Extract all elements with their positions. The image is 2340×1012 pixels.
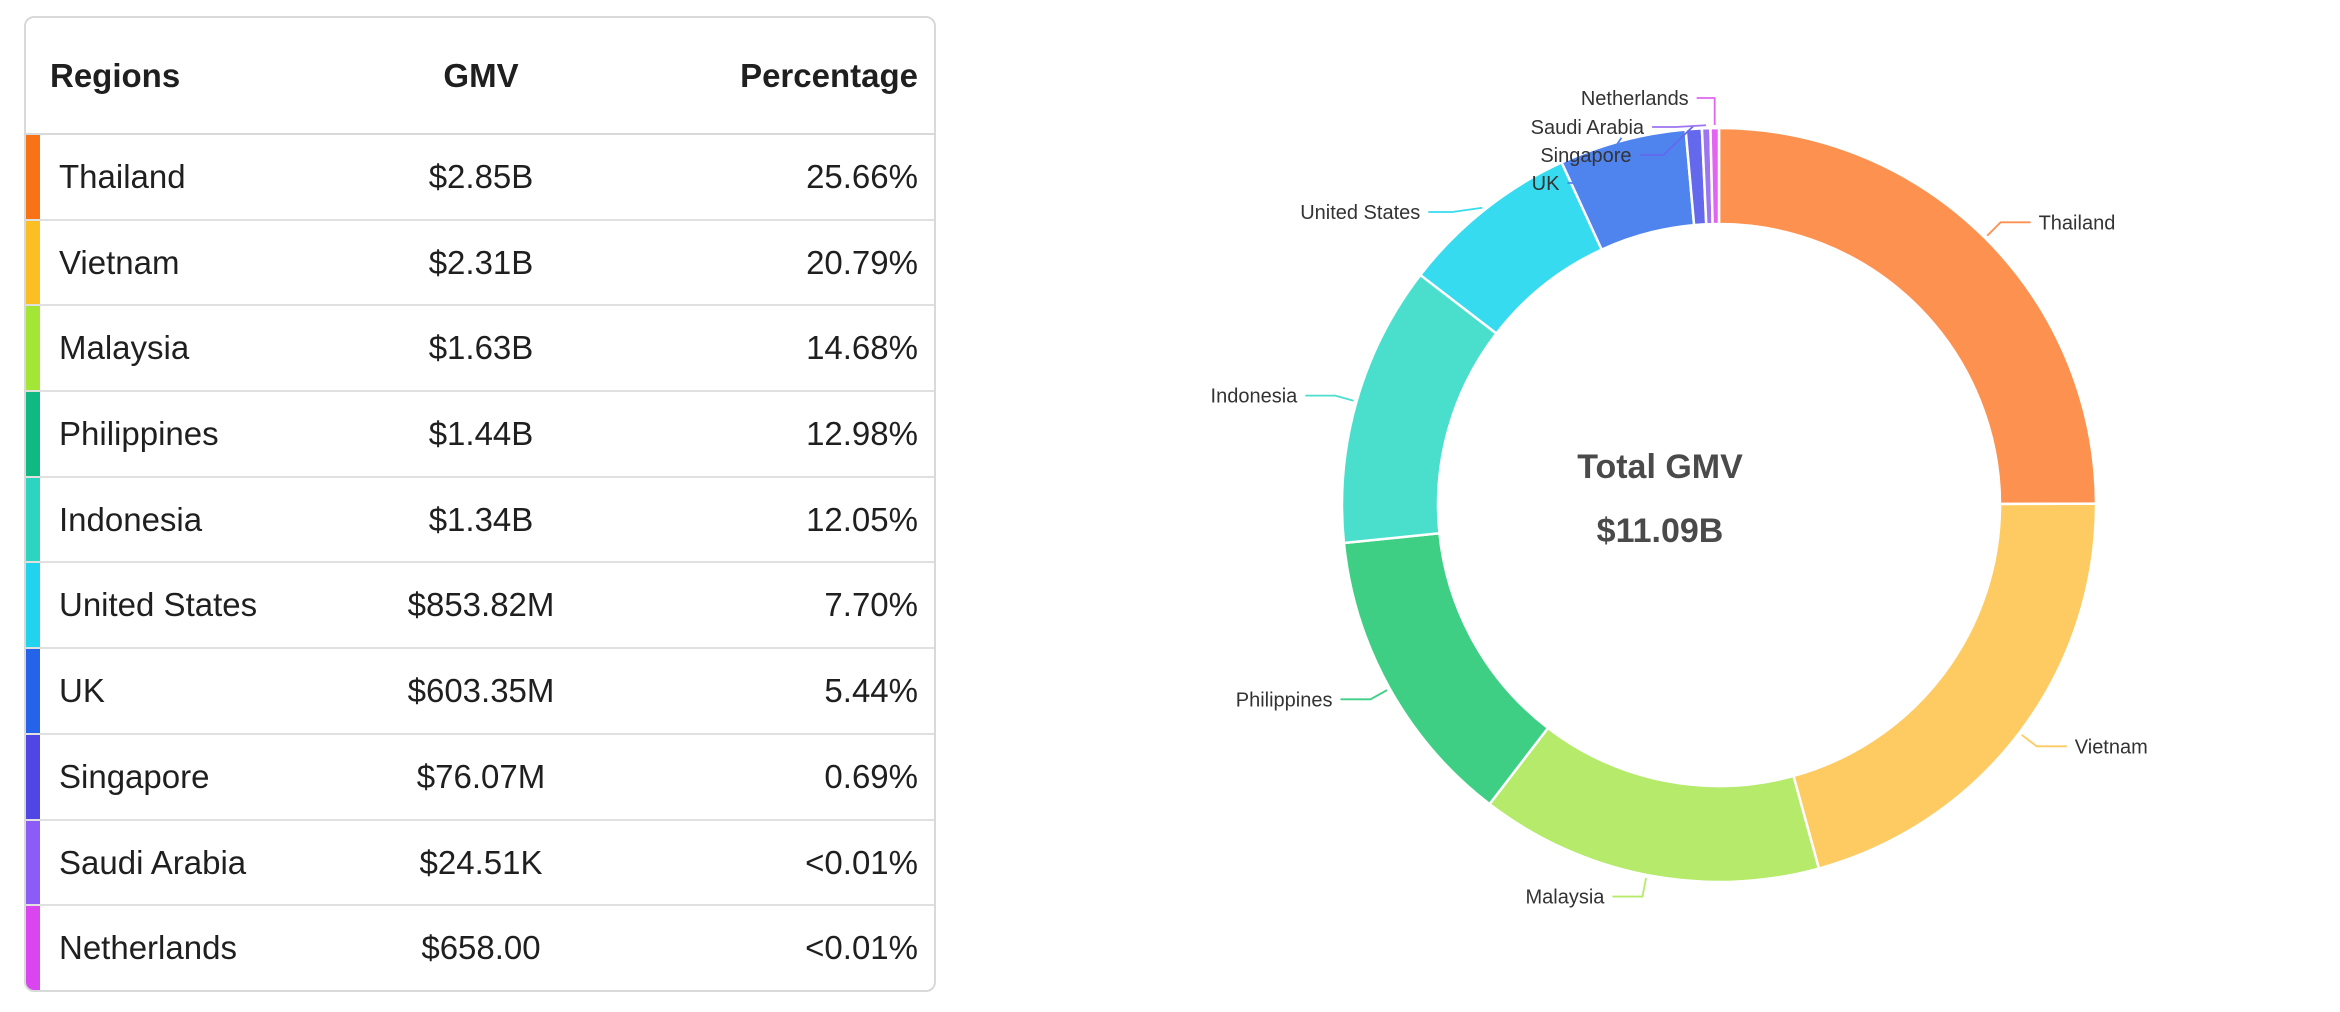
region-color-bar [26,649,40,733]
cell-region: UK [59,672,105,710]
slice-label: Singapore [1540,145,1631,167]
region-color-bar [26,306,40,391]
table-row[interactable]: Netherlands $658.00 <0.01% [26,906,934,990]
cell-region: Indonesia [59,500,203,538]
cell-percentage: <0.01% [805,843,918,881]
table-row[interactable]: Vietnam $2.31B 20.79% [26,220,934,307]
cell-region: Malaysia [59,329,190,367]
region-color-bar [26,820,40,905]
leader-line [2021,734,2067,748]
region-color-bar [26,563,40,648]
cell-gmv: $1.44B [428,415,534,453]
region-color-bar [26,392,40,476]
slice-label: Malaysia [1526,887,1606,909]
table-body: Thailand $2.85B 25.66% Vietnam $2.31B 20.79% M… [26,135,934,990]
region-color-bar [26,220,40,305]
cell-gmv: $2.85B [428,158,534,195]
table-row[interactable]: United States $853.82M 7.70% [26,563,934,650]
cell-region: United States [59,586,258,624]
slice-netherlands[interactable] [1709,126,1721,226]
region-color-bar [26,477,40,562]
slice-label: Vietnam [2075,736,2148,758]
cell-percentage: 12.05% [806,500,918,538]
cell-region: Singapore [59,757,210,795]
leader-line [1340,689,1388,701]
cell-percentage: 12.98% [806,415,918,453]
table-row[interactable]: Thailand $2.85B 25.66% [26,135,934,221]
slice-label: Saudi Arabia [1531,117,1645,139]
donut-svg: Thailand Vietnam Malaysia Philippines Indone… [1211,88,2148,909]
region-color-bar [26,906,40,990]
table-row[interactable]: Indonesia $1.34B 12.05% [26,477,934,564]
gmv-table: Regions GMV Percentage Thailand $2.85B 25.… [24,16,936,992]
cell-percentage: 0.69% [824,757,918,795]
leader-line [1305,394,1354,402]
cell-percentage: 25.66% [806,158,918,195]
leader-line [1986,221,2031,237]
cell-gmv: $1.63B [428,329,534,367]
cell-gmv: $603.35M [407,672,555,710]
slice-thailand[interactable] [1717,126,2098,506]
table-header: Regions GMV Percentage [26,18,934,135]
table-row[interactable]: Malaysia $1.63B 14.68% [26,306,934,393]
cell-gmv: $2.31B [428,243,534,281]
slice-label: Thailand [2039,212,2116,234]
table-row[interactable]: UK $603.35M 5.44% [26,649,934,735]
region-color-bar [26,135,40,219]
cell-gmv: $658.00 [421,929,541,967]
donut-chart: Thailand Vietnam Malaysia Philippines Indone… [1000,0,2340,1012]
cell-gmv: $24.51K [419,843,543,881]
cell-percentage: 20.79% [806,243,918,281]
leader-line [1696,97,1716,126]
header-gmv[interactable]: GMV [443,57,519,94]
slice-malaysia[interactable] [1487,726,1821,884]
slice-philippines[interactable] [1342,531,1550,806]
cell-percentage: 5.44% [824,672,918,710]
table-row[interactable]: Saudi Arabia $24.51K <0.01% [26,820,934,907]
table-row[interactable]: Singapore $76.07M 0.69% [26,734,934,821]
cell-region: Philippines [59,415,219,453]
center-title: Total GMV [1577,448,1743,486]
cell-region: Thailand [59,158,186,195]
leader-line [1567,137,1623,184]
cell-percentage: 14.68% [806,329,918,367]
slice-label: Netherlands [1581,88,1689,110]
cell-region: Vietnam [59,243,180,281]
leader-line [1639,125,1695,156]
leader-line [1428,206,1483,213]
cell-gmv: $76.07M [416,757,546,795]
slice-label: Philippines [1236,689,1333,711]
cell-region: Saudi Arabia [59,843,247,881]
cell-region: Netherlands [59,929,237,967]
center-value: $11.09B [1596,512,1724,550]
slice-vietnam[interactable] [1791,502,2098,871]
slice-label: United States [1300,202,1420,224]
cell-gmv: $1.34B [428,500,534,538]
slice-label: UK [1532,173,1560,195]
table-row[interactable]: Philippines $1.44B 12.98% [26,392,934,478]
cell-percentage: 7.70% [824,586,918,624]
cell-gmv: $853.82M [407,586,555,624]
cell-percentage: <0.01% [805,929,918,967]
leader-line [1612,877,1647,898]
region-color-bar [26,734,40,819]
header-regions[interactable]: Regions [50,57,181,94]
header-percentage[interactable]: Percentage [740,57,918,94]
slice-label: Indonesia [1211,386,1299,408]
leader-line [1652,124,1707,128]
